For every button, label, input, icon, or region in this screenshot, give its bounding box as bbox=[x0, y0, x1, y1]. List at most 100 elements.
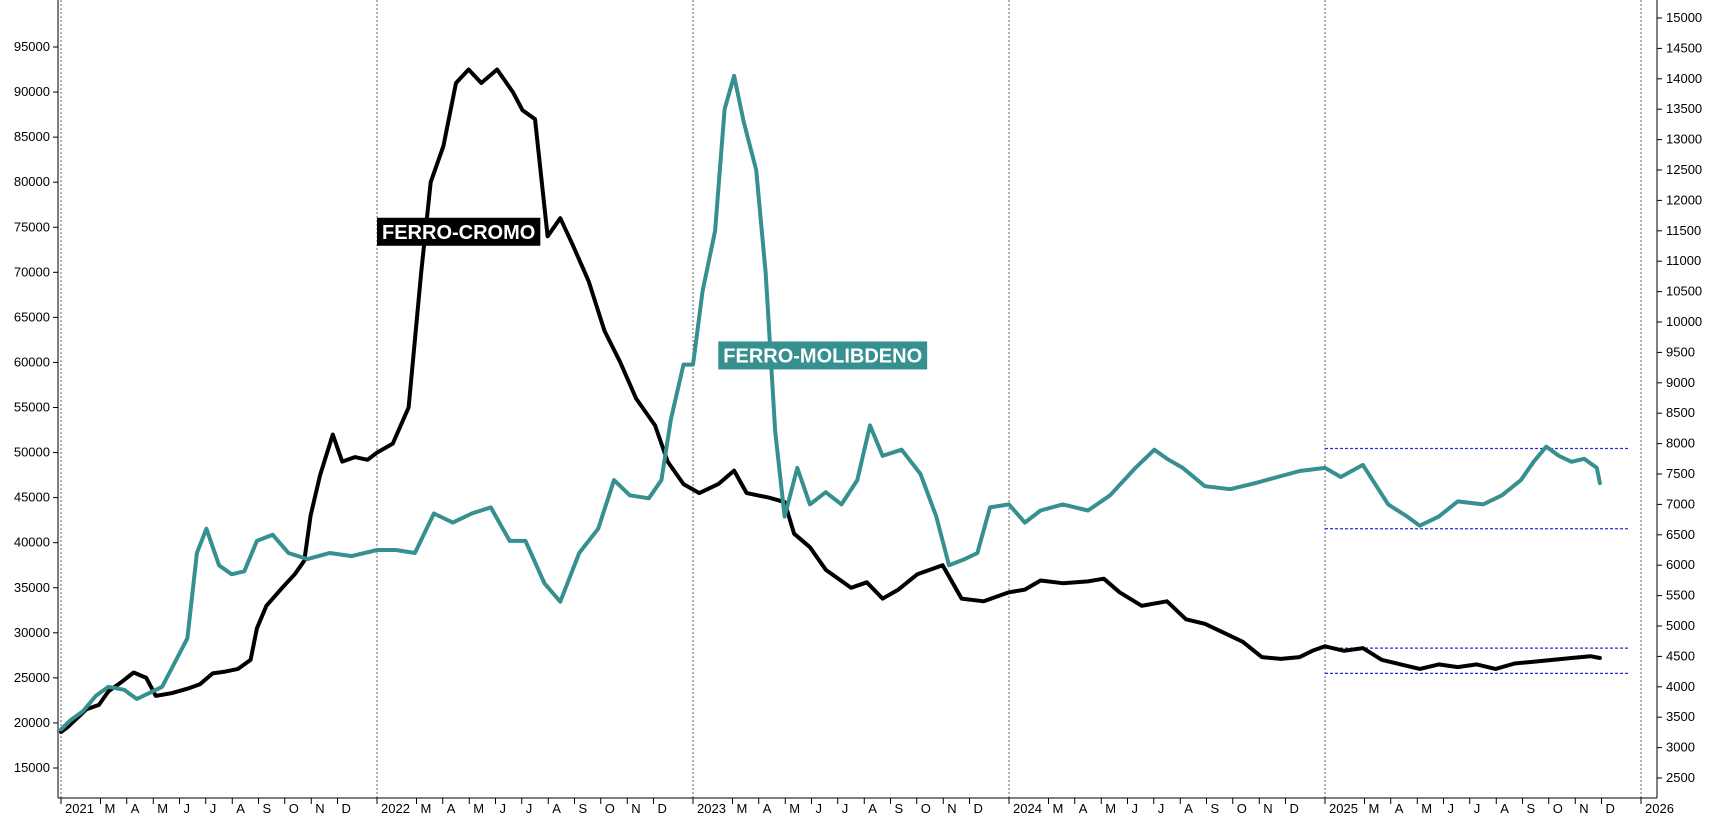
x-month-label: J bbox=[184, 801, 191, 816]
x-month-label: M bbox=[789, 801, 800, 816]
right-tick-label: 13000 bbox=[1666, 132, 1702, 147]
x-year-label: 2023 bbox=[697, 801, 726, 816]
x-month-label: N bbox=[631, 801, 640, 816]
right-tick-label: 6500 bbox=[1666, 527, 1695, 542]
left-tick-label: 65000 bbox=[14, 309, 50, 324]
x-month-label: A bbox=[763, 801, 772, 816]
left-tick-label: 90000 bbox=[14, 84, 50, 99]
right-tick-label: 4500 bbox=[1666, 648, 1695, 663]
left-tick-label: 95000 bbox=[14, 39, 50, 54]
x-month-label: A bbox=[1500, 801, 1509, 816]
series-label-ferro-cromo: FERRO-CROMO bbox=[377, 217, 541, 246]
right-tick-label: 5500 bbox=[1666, 588, 1695, 603]
series-labels: FERRO-CROMO FERRO-MOLIBDENO bbox=[377, 217, 928, 370]
x-year-label: 2021 bbox=[65, 801, 94, 816]
x-month-label: O bbox=[1237, 801, 1247, 816]
series-label-text: FERRO-CROMO bbox=[382, 222, 535, 244]
left-tick-label: 70000 bbox=[14, 264, 50, 279]
right-tick-label: 9000 bbox=[1666, 375, 1695, 390]
series-label-box bbox=[718, 341, 928, 370]
x-month-label: A bbox=[868, 801, 877, 816]
x-month-label: M bbox=[1105, 801, 1116, 816]
x-month-label: M bbox=[421, 801, 432, 816]
right-tick-label: 4000 bbox=[1666, 679, 1695, 694]
right-tick-label: 3500 bbox=[1666, 709, 1695, 724]
x-month-label: A bbox=[447, 801, 456, 816]
right-tick-label: 2500 bbox=[1666, 770, 1695, 785]
x-month-label: S bbox=[1527, 801, 1536, 816]
right-tick-label: 13500 bbox=[1666, 101, 1702, 116]
axes: 15000 20000 25000 30000 35000 40000 45000 50000… bbox=[14, 0, 1702, 816]
x-month-label: A bbox=[1395, 801, 1404, 816]
right-tick-label: 10500 bbox=[1666, 284, 1702, 299]
right-tick-label: 6000 bbox=[1666, 557, 1695, 572]
x-month-label: A bbox=[552, 801, 561, 816]
series-label-text: FERRO-MOLIBDENO bbox=[723, 345, 922, 367]
left-tick-label: 30000 bbox=[14, 625, 50, 640]
x-month-label: S bbox=[263, 801, 272, 816]
left-tick-label: 40000 bbox=[14, 535, 50, 550]
x-month-label: J bbox=[1448, 801, 1455, 816]
x-month-label: A bbox=[236, 801, 245, 816]
right-tick-label: 7000 bbox=[1666, 496, 1695, 511]
right-tick-label: 3000 bbox=[1666, 740, 1695, 755]
x-month-label: D bbox=[1606, 801, 1615, 816]
left-tick-label: 25000 bbox=[14, 670, 50, 685]
left-tick-label: 60000 bbox=[14, 354, 50, 369]
x-month-label: N bbox=[1263, 801, 1272, 816]
left-tick-label: 55000 bbox=[14, 400, 50, 415]
x-month-label: J bbox=[816, 801, 823, 816]
right-tick-label: 10000 bbox=[1666, 314, 1702, 329]
x-month-label: M bbox=[473, 801, 484, 816]
left-tick-label: 15000 bbox=[14, 760, 50, 775]
left-tick-label: 80000 bbox=[14, 174, 50, 189]
x-year-label: 2026 bbox=[1645, 801, 1674, 816]
right-tick-label: 9500 bbox=[1666, 344, 1695, 359]
series-label-ferro-molibdeno: FERRO-MOLIBDENO bbox=[718, 341, 928, 370]
left-tick-label: 45000 bbox=[14, 490, 50, 505]
right-tick-label: 14000 bbox=[1666, 71, 1702, 86]
x-month-label: A bbox=[1079, 801, 1088, 816]
x-month-label: J bbox=[1474, 801, 1481, 816]
x-month-label: J bbox=[842, 801, 849, 816]
right-tick-label: 7500 bbox=[1666, 466, 1695, 481]
left-tick-label: 75000 bbox=[14, 219, 50, 234]
x-month-label: M bbox=[157, 801, 168, 816]
right-tick-label: 15000 bbox=[1666, 10, 1702, 25]
x-month-label: M bbox=[1421, 801, 1432, 816]
x-month-label: J bbox=[1132, 801, 1139, 816]
x-month-label: J bbox=[500, 801, 507, 816]
x-month-label: D bbox=[974, 801, 983, 816]
x-month-label: D bbox=[342, 801, 351, 816]
x-month-label: D bbox=[658, 801, 667, 816]
x-month-label: S bbox=[895, 801, 904, 816]
x-month-label: D bbox=[1290, 801, 1299, 816]
x-month-label: M bbox=[105, 801, 116, 816]
x-year-label: 2022 bbox=[381, 801, 410, 816]
right-tick-label: 5000 bbox=[1666, 618, 1695, 633]
range-boxes bbox=[1325, 447, 1629, 674]
x-year-label: 2025 bbox=[1329, 801, 1358, 816]
x-month-label: J bbox=[210, 801, 217, 816]
x-month-label: N bbox=[947, 801, 956, 816]
x-month-label: M bbox=[1053, 801, 1064, 816]
left-tick-label: 50000 bbox=[14, 445, 50, 460]
right-tick-label: 11000 bbox=[1666, 253, 1701, 268]
x-month-label: O bbox=[605, 801, 615, 816]
x-month-label: S bbox=[1211, 801, 1220, 816]
x-year-label: 2024 bbox=[1013, 801, 1042, 816]
right-tick-label: 12500 bbox=[1666, 162, 1702, 177]
x-month-label: A bbox=[131, 801, 140, 816]
x-month-label: S bbox=[579, 801, 588, 816]
right-tick-label: 12000 bbox=[1666, 192, 1702, 207]
grid bbox=[60, 0, 1642, 798]
series-line-ferro-cromo bbox=[59, 67, 1602, 734]
x-month-label: O bbox=[289, 801, 299, 816]
x-month-label: J bbox=[1158, 801, 1165, 816]
right-tick-label: 14500 bbox=[1666, 40, 1702, 55]
x-month-label: O bbox=[921, 801, 931, 816]
x-month-label: M bbox=[737, 801, 748, 816]
series-label-box bbox=[377, 217, 541, 246]
